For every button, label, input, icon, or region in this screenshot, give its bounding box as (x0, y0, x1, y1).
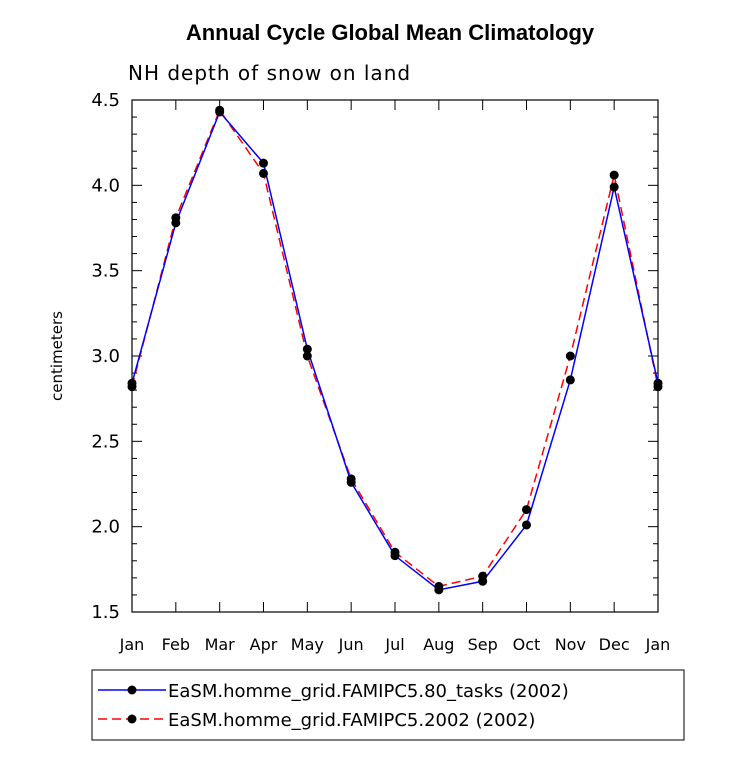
series-0-point (215, 107, 225, 117)
series-0-point (522, 520, 531, 530)
series-0-point (653, 378, 663, 388)
series-0-point (565, 375, 575, 385)
legend-marker-1 (127, 714, 137, 724)
x-tick-label: Apr (250, 635, 278, 654)
x-tick-label: Jul (384, 635, 404, 654)
legend-marker-0 (127, 685, 137, 695)
series-1-point (609, 170, 619, 180)
x-tick-label: Jan (645, 635, 671, 654)
legend: EaSM.homme_grid.FAMIPC5.80_tasks (2002) E… (91, 669, 685, 741)
plot-area: 1.5 2.0 2.5 3.0 3.5 4.0 4.5 Jan Feb Mar Apr May Jun J… (91, 90, 670, 654)
legend-box (91, 669, 685, 741)
series-0-point (259, 158, 268, 168)
series-0-point (478, 576, 488, 586)
chart-subtitle: NH depth of snow on land (128, 61, 411, 85)
series-0-point (346, 477, 356, 487)
y-tick-label: 2.5 (91, 431, 120, 452)
series-0-point (609, 182, 619, 192)
y-tick-label: 1.5 (91, 602, 120, 623)
series-0-point (127, 378, 137, 388)
x-tick-label: Aug (423, 635, 454, 654)
x-tick-label: Sep (468, 635, 498, 654)
series-line-0 (131, 110, 659, 591)
y-tick-label: 2.0 (91, 517, 120, 538)
series-1-point (302, 351, 312, 361)
chart-title: Annual Cycle Global Mean Climatology (186, 20, 595, 45)
y-tick-label: 3.5 (91, 261, 120, 282)
legend-label-0: EaSM.homme_grid.FAMIPC5.80_tasks (2002) (168, 681, 569, 702)
y-tick-label: 4.0 (91, 175, 120, 196)
series-1-point (522, 505, 531, 515)
series-1-point (259, 168, 268, 178)
series-0-point (302, 344, 312, 354)
x-tick-label: Mar (205, 635, 236, 654)
series-line-1 (131, 108, 659, 588)
y-axis-label: centimeters (48, 311, 66, 401)
x-tick-label: Nov (555, 635, 586, 654)
x-tick-label: Jun (338, 635, 364, 654)
series-0-point (171, 218, 181, 228)
y-tick-label: 4.5 (91, 90, 120, 111)
x-tick-label: Feb (162, 635, 190, 654)
series-0-point (434, 585, 444, 595)
series-1-point (565, 351, 575, 361)
y-tick-label: 3.0 (91, 346, 120, 367)
x-tick-label: May (291, 635, 324, 654)
x-tick-label: Jan (119, 635, 145, 654)
x-tick-label: Oct (513, 635, 541, 654)
x-tick-label: Dec (599, 635, 630, 654)
legend-label-1: EaSM.homme_grid.FAMIPC5.2002 (2002) (168, 710, 535, 731)
plot-frame (131, 99, 659, 613)
series-0-point (390, 551, 400, 561)
